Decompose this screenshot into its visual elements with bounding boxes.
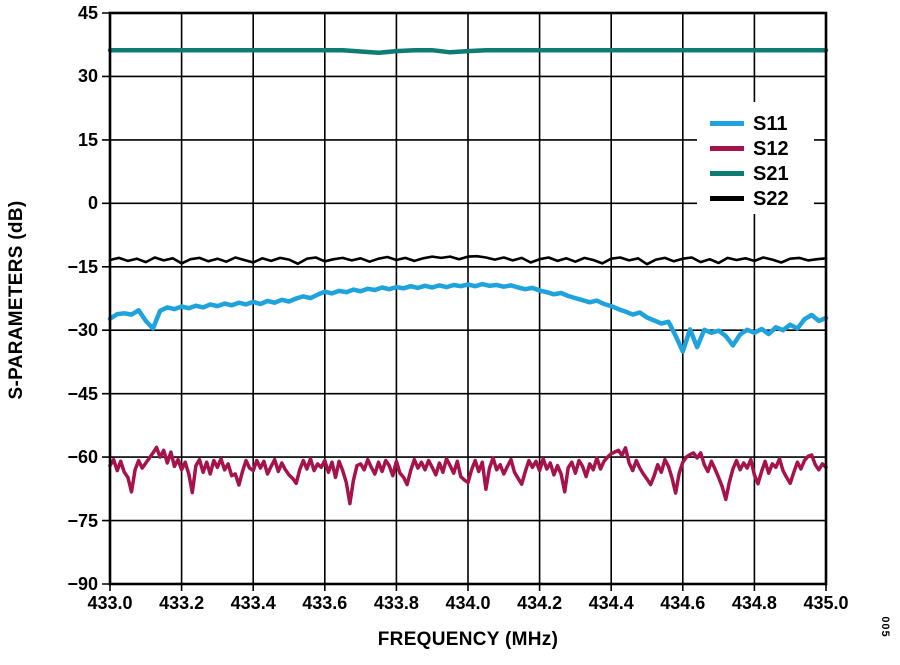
x-tick-label: 434.0 (445, 593, 491, 613)
y-tick-label: −60 (67, 447, 98, 468)
x-tick-label: 435.0 (803, 593, 849, 613)
legend: S11 S12 S21 S22 (697, 102, 814, 214)
x-tick-label: 433.6 (302, 593, 348, 613)
x-tick-label: 433.0 (87, 593, 133, 613)
y-tick-label: 30 (77, 66, 98, 87)
x-tick-label: 434.4 (588, 593, 634, 613)
y-tick-label: −90 (67, 574, 98, 594)
s11-line-swatch (710, 121, 744, 126)
legend-label-s22: S22 (753, 187, 789, 210)
y-tick-label: −30 (67, 320, 98, 341)
x-tick-label: 434.6 (660, 593, 706, 613)
x-tick-label: 433.2 (159, 593, 205, 613)
y-tick-label: 0 (87, 193, 98, 214)
figure-code: 005 (879, 616, 891, 638)
s21-line-swatch (710, 171, 744, 176)
y-tick-label: 45 (77, 3, 98, 23)
y-tick-label: −45 (67, 383, 98, 404)
x-tick-label: 433.4 (230, 593, 276, 613)
x-tick-label: 434.2 (517, 593, 563, 613)
y-tick-label: −15 (67, 256, 98, 277)
x-axis-title: FREQUENCY (MHz) (377, 629, 559, 650)
legend-label-s21: S21 (753, 162, 789, 185)
s12-line-swatch (710, 146, 744, 151)
legend-item-s11: S11 (710, 111, 814, 136)
legend-item-s22: S22 (710, 186, 814, 211)
legend-item-s21: S21 (710, 161, 814, 186)
y-axis-title: S-PARAMETERS (dB) (6, 200, 27, 400)
y-tick-label: −75 (67, 510, 98, 531)
legend-item-s12: S12 (710, 136, 814, 161)
y-tick-label: 15 (77, 129, 98, 150)
legend-label-s12: S12 (753, 137, 789, 160)
x-tick-label: 434.8 (731, 593, 777, 613)
legend-label-s11: S11 (753, 112, 788, 135)
s22-line-swatch (710, 196, 744, 201)
x-tick-label: 433.8 (373, 593, 419, 613)
